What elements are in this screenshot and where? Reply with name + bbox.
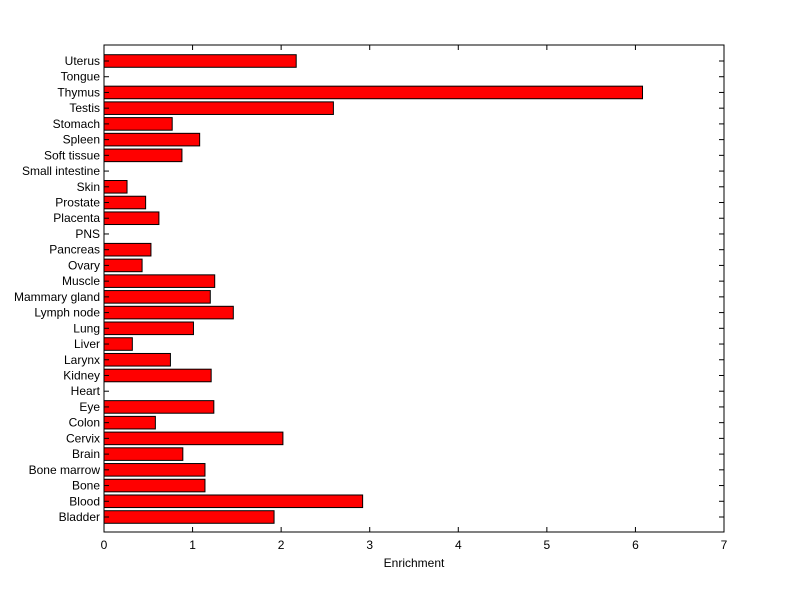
category-label: Bladder — [59, 510, 100, 524]
x-tick-label: 4 — [455, 538, 462, 552]
category-label: Prostate — [55, 196, 100, 210]
bar-spleen — [103, 132, 201, 147]
bar-bladder — [103, 510, 275, 524]
category-label: Placenta — [53, 211, 100, 225]
category-label: Ovary — [68, 258, 100, 272]
category-label: Colon — [69, 416, 100, 430]
category-label: Small intestine — [22, 164, 100, 178]
bar-larynx — [103, 352, 171, 367]
bar-ovary — [103, 258, 143, 273]
bar-bone — [103, 478, 206, 493]
bar-prostate — [103, 195, 147, 210]
x-tick-labels-layer: 0 1 2 3 4 5 6 7 — [101, 538, 728, 552]
category-label: Testis — [69, 101, 100, 115]
category-label: Muscle — [62, 274, 100, 288]
category-label: Larynx — [64, 353, 100, 367]
category-label: Soft tissue — [44, 148, 100, 162]
category-label: Lung — [73, 321, 100, 335]
bar-mammary-gland — [103, 290, 211, 304]
bar-thymus — [103, 85, 644, 100]
x-tick-label: 2 — [278, 538, 285, 552]
category-label: Heart — [71, 384, 101, 398]
category-label: Spleen — [63, 133, 100, 147]
x-axis-label: Enrichment — [384, 556, 445, 570]
category-label: Stomach — [53, 117, 100, 131]
bar-kidney — [103, 368, 212, 383]
bar-bone-marrow — [103, 463, 206, 477]
bar-blood — [103, 494, 364, 509]
category-label: Thymus — [57, 85, 100, 99]
category-label: Tongue — [61, 70, 101, 84]
category-label: Mammary gland — [14, 290, 100, 304]
category-label: Uterus — [65, 54, 100, 68]
bar-eye — [103, 400, 215, 414]
ticks-layer — [103, 45, 725, 532]
bar-lung — [103, 321, 194, 336]
category-label: Cervix — [66, 431, 100, 445]
bar-lymph-node — [103, 305, 234, 320]
bar-muscle — [103, 274, 216, 288]
x-tick-label: 0 — [101, 538, 108, 552]
bar-colon — [103, 415, 156, 430]
bar-stomach — [103, 117, 173, 131]
category-label: Liver — [74, 337, 100, 351]
bar-soft-tissue — [103, 148, 183, 163]
x-tick-label: 6 — [632, 538, 639, 552]
category-label: Bone — [72, 479, 100, 493]
bar-cervix — [103, 431, 284, 446]
category-label: Kidney — [63, 368, 100, 382]
x-tick-label: 1 — [189, 538, 196, 552]
category-label: Eye — [79, 400, 100, 414]
category-label: Bone marrow — [29, 463, 101, 477]
bar-brain — [103, 447, 184, 461]
category-label: Brain — [72, 447, 100, 461]
category-label: Blood — [69, 494, 100, 508]
x-tick-label: 3 — [366, 538, 373, 552]
plot-background — [104, 45, 724, 532]
plot-frame — [103, 44, 725, 533]
category-label: PNS — [75, 227, 100, 241]
bar-uterus — [103, 54, 297, 68]
bar-pancreas — [103, 242, 152, 257]
category-label: Lymph node — [34, 306, 100, 320]
category-label: Skin — [77, 180, 100, 194]
bar-testis — [103, 101, 334, 115]
x-tick-label: 7 — [721, 538, 728, 552]
x-tick-label: 5 — [544, 538, 551, 552]
bar-placenta — [103, 211, 160, 226]
category-label: Pancreas — [49, 243, 100, 257]
